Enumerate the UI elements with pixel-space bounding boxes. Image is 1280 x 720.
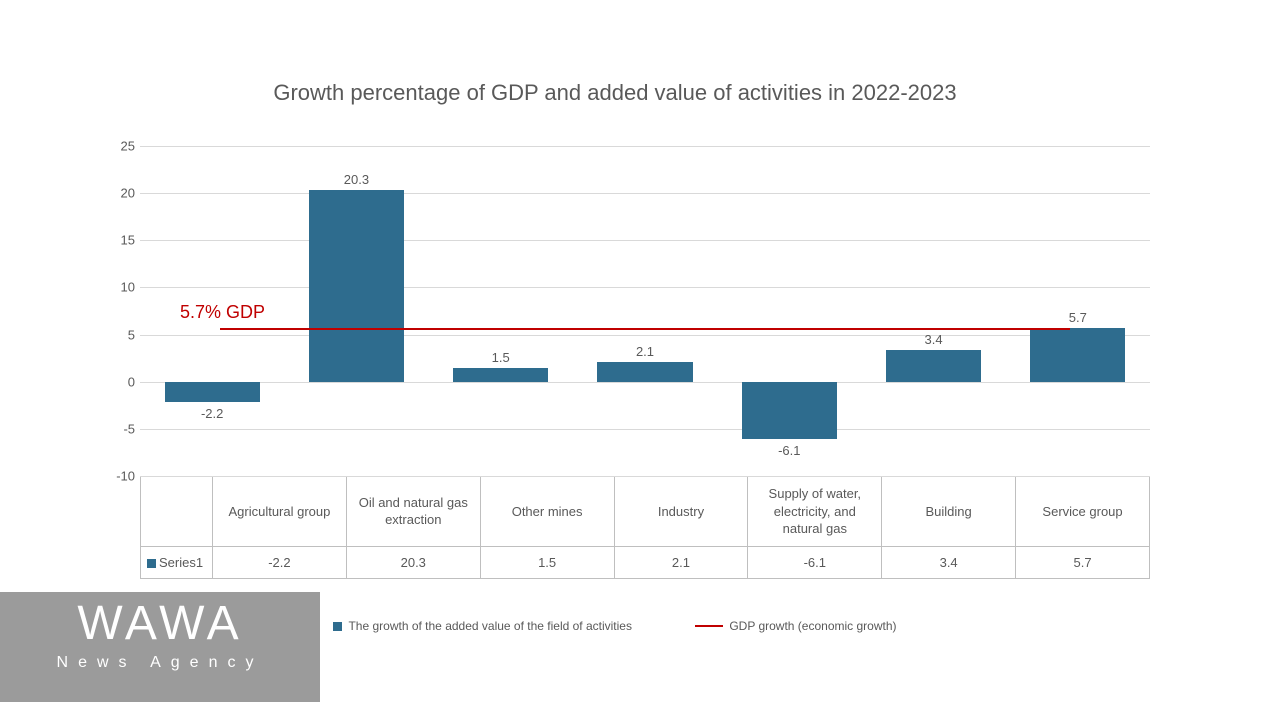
bar-slot: 2.1 xyxy=(573,146,717,476)
value-cell: 1.5 xyxy=(480,546,614,578)
data-table: Agricultural group Oil and natural gas e… xyxy=(140,476,1150,579)
legend-bar-swatch-icon xyxy=(333,622,342,631)
category-cell: Agricultural group xyxy=(213,477,347,547)
bar-slot: 3.4 xyxy=(861,146,1005,476)
series-name: Series1 xyxy=(159,555,203,570)
bar xyxy=(886,350,981,382)
bar-slot: 1.5 xyxy=(429,146,573,476)
category-row-header xyxy=(141,477,213,547)
bar xyxy=(597,362,692,382)
gridline xyxy=(140,476,1150,477)
legend-item-line: GDP growth (economic growth) xyxy=(695,619,896,633)
legend-bar-label: The growth of the added value of the fie… xyxy=(348,619,632,633)
bar xyxy=(1030,328,1125,382)
value-cell: 2.1 xyxy=(614,546,748,578)
category-cell: Supply of water, electricity, and natura… xyxy=(748,477,882,547)
value-cell: -6.1 xyxy=(748,546,882,578)
legend-line-label: GDP growth (economic growth) xyxy=(729,619,896,633)
bar-value-label: 3.4 xyxy=(925,332,943,347)
y-tick-label: -10 xyxy=(95,469,135,484)
y-tick-label: 15 xyxy=(95,233,135,248)
series-swatch-icon xyxy=(147,559,156,568)
bar-slot: -6.1 xyxy=(717,146,861,476)
bar-value-label: 1.5 xyxy=(492,350,510,365)
y-tick-label: 10 xyxy=(95,280,135,295)
bar xyxy=(165,382,260,403)
category-cell: Industry xyxy=(614,477,748,547)
watermark: WAWA News Agency xyxy=(0,592,320,702)
category-cell: Other mines xyxy=(480,477,614,547)
value-cell: 5.7 xyxy=(1016,546,1150,578)
bar-slot: 5.7 xyxy=(1006,146,1150,476)
bar xyxy=(742,382,837,440)
y-tick-label: 20 xyxy=(95,186,135,201)
bar xyxy=(309,190,404,381)
category-row: Agricultural group Oil and natural gas e… xyxy=(141,477,1150,547)
chart-container: Growth percentage of GDP and added value… xyxy=(80,80,1150,633)
category-cell: Oil and natural gas extraction xyxy=(346,477,480,547)
bar-value-label: 2.1 xyxy=(636,344,654,359)
legend-item-bar: The growth of the added value of the fie… xyxy=(333,619,632,633)
values-row: Series1 -2.2 20.3 1.5 2.1 -6.1 3.4 5.7 xyxy=(141,546,1150,578)
legend-line-swatch-icon xyxy=(695,625,723,627)
bar-slot: 20.3 xyxy=(284,146,428,476)
value-cell: -2.2 xyxy=(213,546,347,578)
watermark-main: WAWA xyxy=(0,600,320,648)
gdp-label: 5.7% GDP xyxy=(180,302,265,323)
bars-group: -2.2 20.3 1.5 2.1 -6.1 3.4 5.7 xyxy=(140,146,1150,476)
bar-value-label: -2.2 xyxy=(201,406,223,421)
category-cell: Building xyxy=(882,477,1016,547)
bar-value-label: -6.1 xyxy=(778,443,800,458)
y-tick-label: -5 xyxy=(95,421,135,436)
bar xyxy=(453,368,548,382)
value-cell: 20.3 xyxy=(346,546,480,578)
chart-title: Growth percentage of GDP and added value… xyxy=(80,80,1150,106)
category-cell: Service group xyxy=(1016,477,1150,547)
bar-value-label: 5.7 xyxy=(1069,310,1087,325)
watermark-sub: News Agency xyxy=(0,654,320,672)
series-name-cell: Series1 xyxy=(141,546,213,578)
plot-area: -10-50510152025 -2.220.31.52.1-6.13.45.7… xyxy=(140,146,1150,476)
y-tick-label: 5 xyxy=(95,327,135,342)
y-tick-label: 25 xyxy=(95,139,135,154)
y-axis: -10-50510152025 xyxy=(95,146,135,476)
bar-value-label: 20.3 xyxy=(344,172,369,187)
gdp-reference-line xyxy=(220,328,1070,330)
y-tick-label: 0 xyxy=(95,374,135,389)
value-cell: 3.4 xyxy=(882,546,1016,578)
